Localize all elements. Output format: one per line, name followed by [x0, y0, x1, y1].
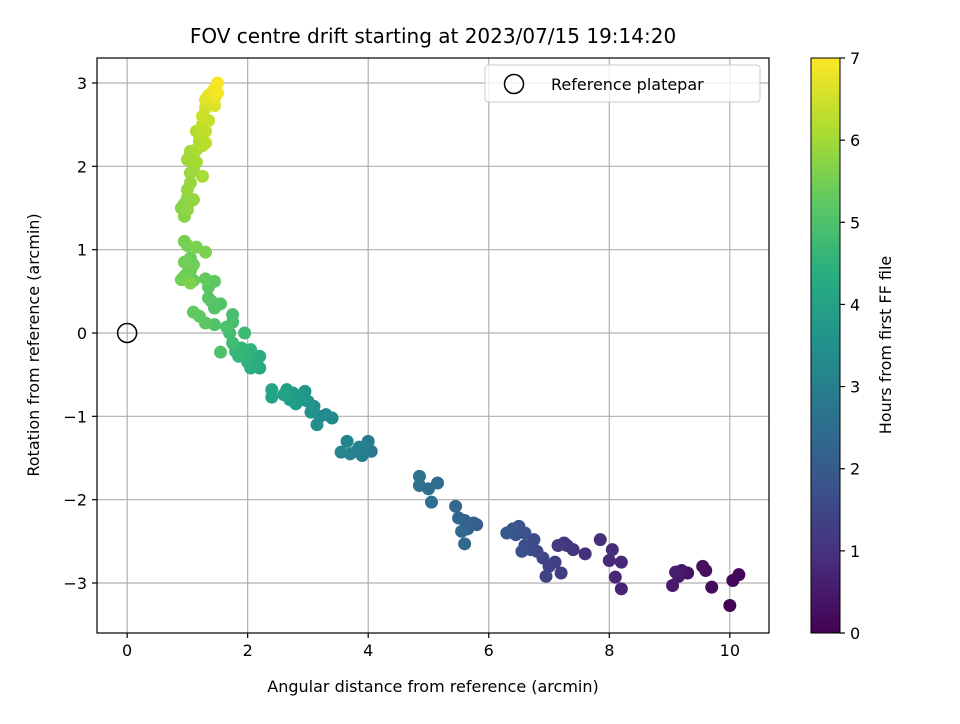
x-tick-label: 4: [363, 641, 373, 660]
data-point: [226, 308, 240, 322]
data-point: [602, 554, 616, 567]
colorbar-tick-label: 3: [850, 378, 860, 397]
data-point: [220, 320, 234, 334]
data-point: [265, 383, 279, 397]
data-point: [605, 543, 619, 557]
x-axis-ticks: 0 2 4 6 8 10: [122, 633, 740, 660]
y-tick-label: 0: [77, 324, 87, 343]
data-point: [304, 405, 318, 419]
data-point: [614, 582, 628, 596]
data-point: [705, 580, 719, 594]
chart-title: FOV centre drift starting at 2023/07/15 …: [190, 24, 676, 48]
data-point: [723, 599, 737, 612]
plot-frame: [96, 57, 770, 634]
data-point: [696, 559, 710, 573]
data-point: [189, 155, 203, 169]
reference-platepar-marker: [116, 322, 138, 344]
legend-marker: [503, 73, 525, 95]
colorbar-tick-label: 2: [850, 460, 860, 479]
y-tick-label: −3: [63, 574, 87, 593]
data-point: [310, 418, 324, 432]
data-point: [238, 326, 252, 340]
data-point: [455, 524, 469, 538]
data-point: [177, 234, 191, 248]
data-point: [539, 569, 553, 583]
colorbar-tick-label: 4: [850, 295, 860, 314]
x-tick-label: 2: [243, 641, 253, 660]
colorbar-label: Hours from first FF file: [876, 256, 895, 435]
y-tick-label: 3: [77, 74, 87, 93]
data-point: [183, 276, 197, 290]
colorbar-tick-label: 1: [850, 542, 860, 561]
data-point: [211, 86, 225, 100]
data-point: [195, 169, 209, 183]
data-point: [551, 539, 565, 552]
data-point: [177, 255, 191, 269]
reference-marker-layer: [116, 322, 138, 344]
data-point: [198, 272, 212, 286]
data-point: [666, 579, 680, 592]
colorbar-tick-label: 0: [850, 624, 860, 643]
data-point: [593, 533, 607, 547]
colorbar-ticks: 0 1 2 3 4 5 6 7: [840, 49, 860, 643]
data-point: [449, 499, 463, 513]
data-point: [500, 526, 514, 540]
data-point: [186, 193, 200, 207]
data-point: [608, 570, 622, 584]
legend-box: [484, 64, 761, 103]
data-point: [458, 537, 472, 551]
colorbar-tick-label: 7: [850, 49, 860, 68]
data-point: [614, 555, 628, 569]
data-point: [424, 495, 438, 509]
data-point: [201, 291, 215, 305]
y-tick-label: −2: [63, 491, 87, 510]
y-axis-ticks: −3 −2 −1 0 1 2 3: [63, 74, 97, 593]
data-point: [198, 245, 212, 259]
legend: Reference platepar: [484, 64, 761, 103]
data-point: [198, 124, 212, 138]
y-axis-label: Rotation from reference (arcmin): [24, 213, 43, 476]
x-tick-label: 10: [720, 641, 740, 660]
data-point: [340, 434, 354, 448]
colorbar: 0 1 2 3 4 5 6 7 Hours from first FF file: [810, 49, 895, 643]
data-point: [452, 511, 466, 525]
x-tick-label: 0: [122, 641, 132, 660]
data-point: [186, 305, 200, 319]
colorbar-tick-label: 6: [850, 131, 860, 150]
data-point: [726, 574, 740, 587]
y-tick-label: 1: [77, 241, 87, 260]
data-point: [183, 176, 197, 190]
data-point: [214, 345, 228, 359]
data-point: [211, 76, 225, 90]
data-point: [412, 479, 426, 492]
colorbar-gradient: [810, 57, 841, 634]
data-point: [669, 565, 683, 579]
y-tick-label: 2: [77, 157, 87, 176]
x-axis-label: Angular distance from reference (arcmin): [267, 677, 598, 696]
data-point: [515, 544, 529, 558]
scatter-points: [174, 76, 746, 612]
x-tick-label: 8: [604, 641, 614, 660]
x-tick-label: 6: [484, 641, 494, 660]
data-point: [198, 136, 212, 150]
data-point: [226, 336, 240, 350]
y-tick-label: −1: [63, 407, 87, 426]
data-point: [277, 388, 291, 402]
data-point: [412, 469, 426, 483]
data-point: [578, 547, 592, 561]
data-point: [554, 566, 568, 580]
colorbar-tick-label: 5: [850, 213, 860, 232]
legend-entry-reference: Reference platepar: [551, 75, 704, 94]
data-point: [334, 445, 348, 459]
